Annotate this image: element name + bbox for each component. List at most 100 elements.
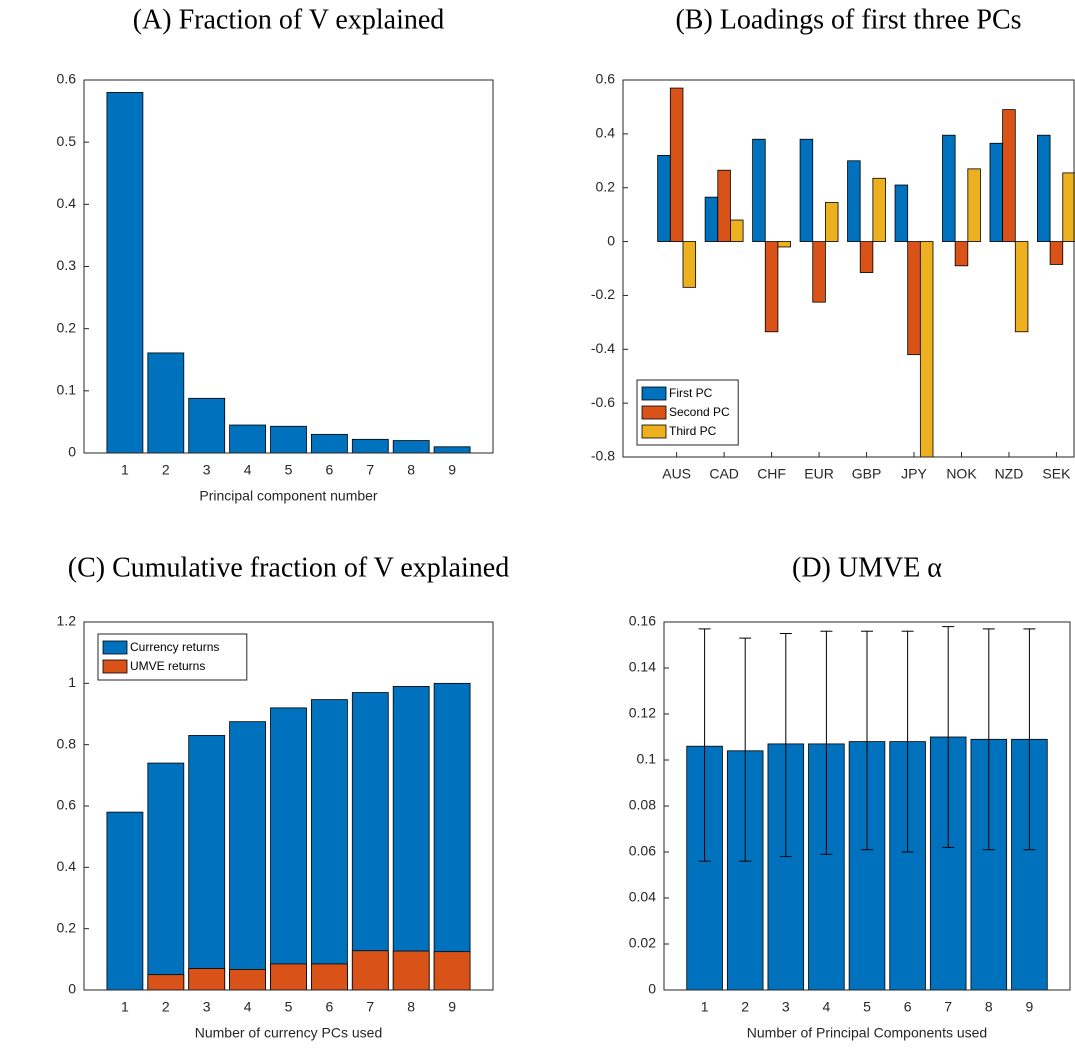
x-tick-label: JPY xyxy=(901,466,927,482)
x-tick-label: 4 xyxy=(244,999,252,1015)
x-tick-label: 5 xyxy=(285,462,293,478)
x-tick-label: 3 xyxy=(782,999,790,1015)
y-tick-label: 0.8 xyxy=(57,735,77,751)
x-tick-label: AUS xyxy=(662,466,691,482)
bar xyxy=(1002,109,1016,242)
x-axis-label: Principal component number xyxy=(199,488,378,504)
bar xyxy=(847,160,861,242)
bar xyxy=(147,762,185,991)
x-tick-label: 8 xyxy=(407,999,415,1015)
legend-swatch xyxy=(641,424,667,439)
y-tick-label: 0 xyxy=(648,981,656,997)
bar xyxy=(967,168,981,242)
axes-frame xyxy=(663,621,1071,991)
bar xyxy=(188,968,226,991)
axes-frame xyxy=(622,79,1075,458)
bar xyxy=(859,241,874,273)
legend-label: Currency returns xyxy=(130,640,219,654)
legend-label: Second PC xyxy=(669,405,730,419)
y-tick-label: 0.2 xyxy=(57,919,77,935)
bar xyxy=(270,707,307,991)
bar xyxy=(919,241,934,458)
x-tick-label: NOK xyxy=(946,466,977,482)
y-tick-label: -0.6 xyxy=(591,394,615,410)
bar xyxy=(799,138,814,242)
bar xyxy=(808,743,845,991)
bar xyxy=(730,219,744,242)
y-tick-label: 0.2 xyxy=(596,178,616,194)
chart-title: (B) Loadings of first three PCs xyxy=(675,4,1021,35)
y-tick-label: 0.6 xyxy=(596,71,616,87)
y-tick-label: 0.1 xyxy=(637,751,657,767)
x-tick-label: 1 xyxy=(121,462,129,478)
y-tick-label: 1 xyxy=(68,674,76,690)
bar xyxy=(657,154,671,242)
x-tick-label: 6 xyxy=(326,462,334,478)
bar xyxy=(147,974,185,991)
bar xyxy=(682,241,697,288)
x-axis-label: Number of currency PCs used xyxy=(195,1025,383,1041)
y-tick-label: 0.4 xyxy=(57,858,77,874)
x-tick-label: 7 xyxy=(366,999,374,1015)
y-tick-label: 0.08 xyxy=(629,797,656,813)
y-tick-label: 0.6 xyxy=(57,797,77,813)
bar xyxy=(392,686,430,991)
x-tick-label: 9 xyxy=(448,462,456,478)
x-tick-label: 7 xyxy=(944,999,952,1015)
x-tick-label: GBP xyxy=(852,466,882,482)
y-tick-label: 0.02 xyxy=(629,935,656,951)
bar xyxy=(907,241,921,356)
y-tick-label: 0.06 xyxy=(629,843,656,859)
bar xyxy=(392,950,430,991)
y-tick-label: 0.3 xyxy=(57,257,77,273)
chart-title: (D) UMVE α xyxy=(792,552,942,583)
bar xyxy=(954,241,969,267)
bar xyxy=(270,963,307,991)
bar xyxy=(704,196,719,242)
y-tick-label: -0.2 xyxy=(591,286,615,302)
axes-frame xyxy=(83,79,494,454)
bar xyxy=(1037,134,1051,242)
legend-swatch xyxy=(641,386,667,401)
y-tick-label: 0.4 xyxy=(57,195,77,211)
axes-frame xyxy=(83,621,494,991)
legend-swatch xyxy=(641,405,667,420)
x-tick-label: NZD xyxy=(995,466,1024,482)
legend-label: Third PC xyxy=(669,424,717,438)
x-axis-label: Number of Principal Components used xyxy=(747,1025,987,1041)
x-tick-label: 9 xyxy=(1026,999,1034,1015)
bar xyxy=(229,969,266,991)
x-tick-label: 8 xyxy=(407,462,415,478)
x-tick-label: CAD xyxy=(709,466,739,482)
y-tick-label: 0.4 xyxy=(596,125,616,141)
bar xyxy=(311,433,348,454)
x-tick-label: CHF xyxy=(757,466,786,482)
bar xyxy=(311,963,348,991)
bar xyxy=(777,241,791,248)
y-tick-label: 0.5 xyxy=(57,133,77,149)
bar xyxy=(433,682,471,991)
x-tick-label: 3 xyxy=(203,462,211,478)
x-tick-label: 5 xyxy=(285,999,293,1015)
bar xyxy=(392,440,430,454)
y-tick-label: -0.4 xyxy=(591,340,615,356)
bar xyxy=(106,811,144,991)
bar xyxy=(188,735,226,991)
legend-label: UMVE returns xyxy=(130,659,205,673)
bar xyxy=(812,241,826,303)
bar xyxy=(106,92,144,454)
bar xyxy=(824,202,839,242)
legend-swatch xyxy=(102,640,128,655)
bar xyxy=(942,134,956,242)
y-tick-label: 0.12 xyxy=(629,705,656,721)
bar xyxy=(894,184,909,242)
y-tick-label: 0 xyxy=(68,981,76,997)
bar xyxy=(351,692,389,991)
bar xyxy=(311,699,348,991)
bar xyxy=(147,352,185,454)
chart-title: (A) Fraction of V explained xyxy=(133,4,445,35)
bar xyxy=(872,177,886,242)
y-tick-label: 0 xyxy=(607,232,615,248)
y-tick-label: -0.8 xyxy=(591,448,615,464)
